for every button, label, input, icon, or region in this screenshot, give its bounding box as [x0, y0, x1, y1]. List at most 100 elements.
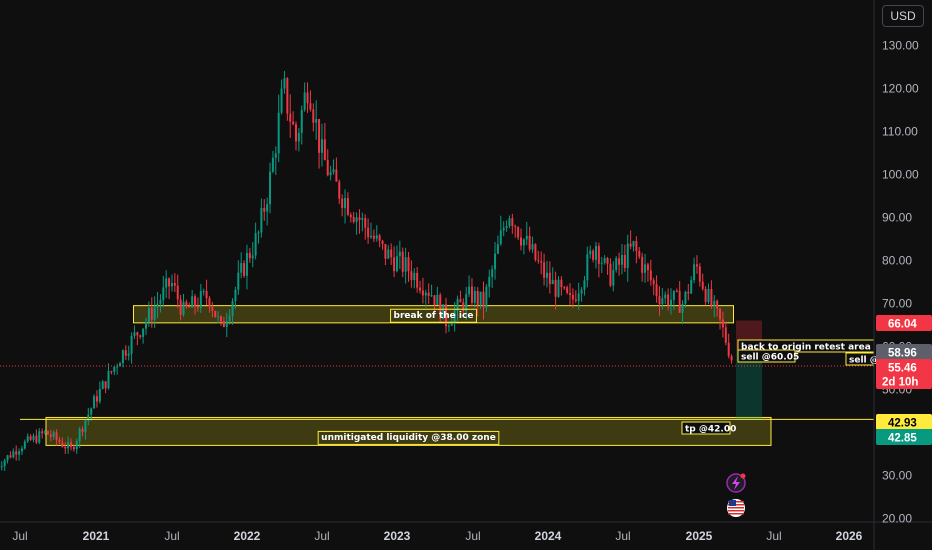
- annotation-text: sell @60.05: [741, 353, 799, 363]
- candle-body: [70, 442, 72, 447]
- x-tick-label: Jul: [465, 529, 480, 543]
- candle-body: [142, 328, 145, 337]
- candle-body: [26, 436, 29, 442]
- annotation-text: sell @: [849, 356, 879, 366]
- candle-body: [407, 257, 410, 272]
- candle-body: [320, 139, 323, 153]
- candle-body: [649, 270, 652, 281]
- candle-body: [254, 233, 257, 256]
- candle-body: [6, 455, 9, 461]
- annotation-text: tp @42.00: [685, 425, 736, 435]
- candle-body: [667, 294, 670, 306]
- candle-body: [684, 291, 687, 304]
- y-tick-label: 100.00: [882, 168, 919, 182]
- candle-body: [104, 381, 107, 389]
- candle-body: [32, 435, 35, 440]
- candle-body: [381, 240, 384, 245]
- x-tick-label: 2024: [535, 529, 562, 543]
- candle-body: [286, 78, 289, 114]
- candle-body: [661, 298, 664, 305]
- candle-body: [502, 227, 505, 231]
- candle-body: [427, 292, 430, 296]
- candle-body: [563, 287, 566, 289]
- candle-body: [58, 439, 61, 443]
- candle-body: [505, 225, 508, 228]
- short-position-tool[interactable]: [736, 320, 762, 420]
- y-tick-label: 70.00: [882, 297, 912, 311]
- candle-body: [46, 431, 49, 435]
- candle-body: [220, 316, 222, 322]
- candle-body: [188, 306, 191, 308]
- candle-body: [384, 244, 387, 259]
- notification-dot-icon: [740, 473, 746, 479]
- candle-body: [447, 325, 450, 327]
- candle-body: [548, 272, 551, 285]
- candle-body: [93, 396, 96, 409]
- annotation-text: back to origin retest area safe s: [741, 343, 904, 353]
- currency-button[interactable]: USD: [882, 5, 924, 27]
- candle-body: [701, 281, 704, 289]
- price-axis[interactable]: 20.0030.0040.0050.0060.0070.0080.0090.00…: [882, 39, 919, 526]
- candle-body: [15, 451, 18, 455]
- candle-body: [499, 230, 502, 245]
- candle-body: [335, 169, 338, 182]
- candle-body: [251, 255, 254, 259]
- candle-body: [730, 356, 733, 361]
- candle-body: [245, 252, 248, 276]
- candle-body: [592, 250, 595, 260]
- candle-body: [473, 290, 476, 303]
- candle-body: [551, 279, 554, 285]
- flag-canton: [729, 500, 736, 506]
- candle-body: [534, 244, 537, 260]
- candle-body: [222, 321, 225, 328]
- candle-body: [433, 295, 436, 305]
- candle-body: [130, 336, 133, 354]
- y-tick-label: 110.00: [882, 125, 918, 139]
- candle-body: [361, 218, 364, 220]
- candle-body: [672, 290, 675, 300]
- candle-body: [185, 301, 188, 307]
- zone-labels-layer: break of the ice unmitigated liquidity @3…: [317, 308, 500, 445]
- time-axis[interactable]: Jul 2021 Jul 2022 Jul 2023 Jul 2024 Jul 2025 Jul 20…: [12, 529, 862, 543]
- candle-body: [295, 124, 297, 142]
- candle-body: [378, 235, 381, 241]
- annotation-box: [681, 421, 731, 435]
- candle-body: [574, 299, 577, 302]
- candle-body: [107, 371, 110, 389]
- candle-body: [606, 258, 609, 264]
- candle-body: [196, 306, 199, 308]
- candle-body: [326, 160, 329, 176]
- candle-body: [453, 310, 456, 324]
- candle-body: [710, 289, 713, 306]
- candle-body: [719, 308, 722, 320]
- candle-body: [257, 232, 260, 234]
- x-tick-label: Jul: [615, 529, 630, 543]
- candle-body: [638, 251, 641, 257]
- candle-body: [41, 431, 44, 434]
- candle-body: [626, 243, 629, 269]
- y-tick-label: 20.00: [882, 512, 912, 526]
- candle-body: [531, 244, 534, 250]
- candle-body: [609, 263, 612, 286]
- candle-body: [459, 299, 462, 303]
- candle-body: [306, 92, 309, 104]
- candle-body: [194, 296, 197, 307]
- candle-body: [283, 78, 286, 89]
- candle-body: [675, 290, 678, 292]
- candle-body: [370, 235, 372, 238]
- candle-body: [603, 258, 606, 263]
- price-label-bg: [876, 359, 932, 389]
- candle-body: [170, 283, 173, 287]
- candle-body: [49, 434, 52, 437]
- candle-body: [577, 293, 580, 302]
- x-tick-label: 2026: [836, 529, 863, 543]
- flag-stripe: [728, 507, 744, 509]
- candle-body: [704, 288, 707, 302]
- candle-body: [670, 299, 672, 306]
- candle-body: [424, 292, 427, 296]
- candle-body: [52, 432, 55, 437]
- candle-body: [410, 271, 413, 280]
- candle-body: [277, 112, 280, 154]
- candle-body: [520, 237, 522, 246]
